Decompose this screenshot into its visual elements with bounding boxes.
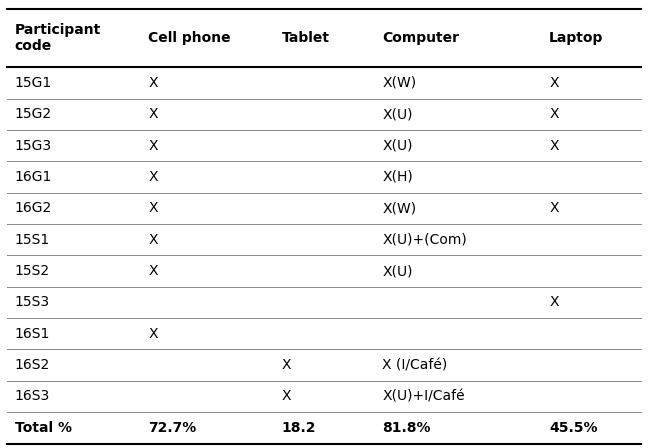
Text: X: X (148, 327, 158, 341)
Text: X: X (148, 76, 158, 90)
Text: X(U)+I/Café: X(U)+I/Café (382, 389, 465, 404)
Text: 81.8%: 81.8% (382, 421, 431, 435)
Text: X: X (148, 170, 158, 184)
Text: X: X (148, 138, 158, 153)
Bar (7, 318, 641, 349)
Text: 15S3: 15S3 (15, 295, 50, 310)
Text: Total %: Total % (15, 421, 71, 435)
Text: 15G3: 15G3 (15, 138, 52, 153)
Text: X: X (148, 107, 158, 121)
Text: X(W): X(W) (382, 76, 416, 90)
Text: 15S1: 15S1 (15, 233, 50, 247)
Text: Laptop: Laptop (549, 31, 603, 45)
Text: X(U): X(U) (382, 107, 413, 121)
Text: X(U)+(Com): X(U)+(Com) (382, 233, 467, 247)
Text: 15S2: 15S2 (15, 264, 50, 278)
Text: X: X (148, 233, 158, 247)
Text: X: X (148, 201, 158, 215)
Bar (7, 99, 641, 130)
Text: X: X (148, 264, 158, 278)
Bar (7, 287, 641, 318)
Text: X(U): X(U) (382, 264, 413, 278)
Text: Computer: Computer (382, 31, 459, 45)
Text: Tablet: Tablet (282, 31, 330, 45)
Text: 15G2: 15G2 (15, 107, 52, 121)
Text: X(U): X(U) (382, 138, 413, 153)
Bar (7, 255, 641, 287)
Text: X: X (549, 107, 558, 121)
Text: X: X (549, 201, 558, 215)
Text: X(W): X(W) (382, 201, 416, 215)
Text: Cell phone: Cell phone (148, 31, 231, 45)
Text: X (I/Café): X (I/Café) (382, 358, 448, 372)
Bar (7, 349, 641, 381)
Bar (7, 161, 641, 193)
Text: 18.2: 18.2 (282, 421, 317, 435)
Text: X: X (282, 389, 291, 404)
Text: X(H): X(H) (382, 170, 413, 184)
Text: 15G1: 15G1 (15, 76, 52, 90)
Text: 45.5%: 45.5% (549, 421, 598, 435)
Text: Participant
code: Participant code (15, 23, 101, 53)
Bar (7, 193, 641, 224)
Text: 16G1: 16G1 (15, 170, 52, 184)
Text: 16G2: 16G2 (15, 201, 52, 215)
Bar (7, 412, 641, 444)
Text: 16S3: 16S3 (15, 389, 50, 404)
Text: 72.7%: 72.7% (148, 421, 196, 435)
Bar (7, 224, 641, 255)
Bar (7, 130, 641, 161)
Bar (7, 381, 641, 412)
Text: 16S2: 16S2 (15, 358, 50, 372)
Text: X: X (549, 76, 558, 90)
Text: 16S1: 16S1 (15, 327, 50, 341)
Bar (7, 67, 641, 99)
Text: X: X (549, 295, 558, 310)
Text: X: X (282, 358, 291, 372)
Text: X: X (549, 138, 558, 153)
